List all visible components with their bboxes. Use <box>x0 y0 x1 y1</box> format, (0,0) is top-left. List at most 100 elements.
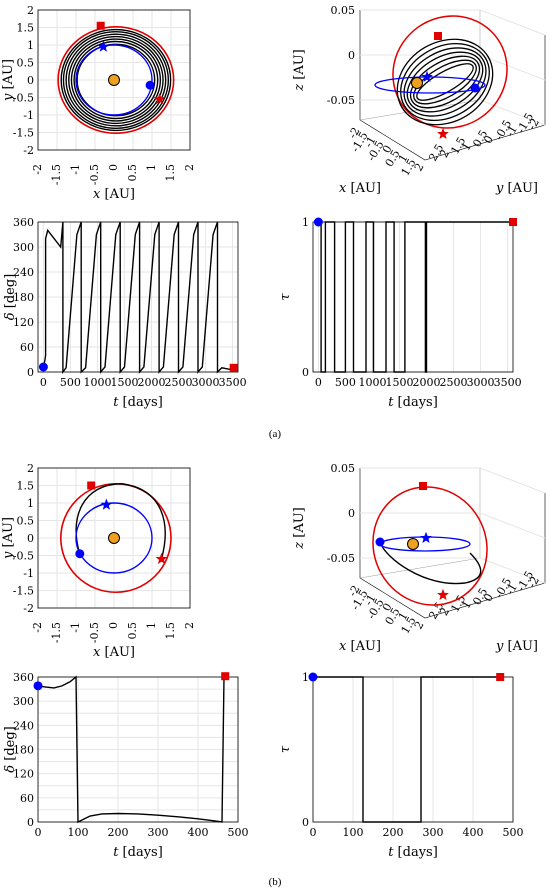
a-orbit-xy-plot: -2 -1.5 -1 -0.5 0 0.5 1 1.5 2 2 1.5 1 0.5 0 -0.5 -1 -1.5… <box>1 4 196 202</box>
series-line <box>42 221 235 375</box>
y-tick-label: -1.5 <box>13 127 34 140</box>
x-axis-label: t [days] <box>113 845 163 860</box>
x-tick-label: 2500 <box>165 376 193 389</box>
x-tick-label: 3500 <box>494 376 522 389</box>
axes-box <box>360 467 546 584</box>
x-tick-label: -1 <box>69 622 82 633</box>
plot-frame <box>37 9 191 151</box>
y-tick-label: 60 <box>20 341 34 354</box>
target-star-marker <box>153 93 166 105</box>
x-tick-label: 0 <box>107 164 120 171</box>
y-tick-label: -1 <box>23 567 34 580</box>
x-tick-label: 2000 <box>413 376 441 389</box>
y-tick-label: 2 <box>27 4 34 17</box>
x-tick-label: 1500 <box>385 376 413 389</box>
b-orbit-xy-plot: -2 -1.5 -1 -0.5 0 0.5 1 1.5 2 2 1.5 1 0.5 0 -0.5 -1 -1.5… <box>1 462 196 660</box>
y-tick-label: -2 <box>23 144 34 157</box>
y-tick-label: 1 <box>302 671 309 684</box>
trajectory-loop <box>409 55 481 109</box>
b-tau-plot: 0 100 200 300 400 500 0 1 t [days] τ <box>278 671 524 860</box>
earth-orbit <box>75 44 153 116</box>
x-tick-label: 0 <box>35 826 42 839</box>
x-axis-label: t [days] <box>388 395 438 410</box>
x-tick-label: 3000 <box>192 376 220 389</box>
end-marker <box>496 673 505 681</box>
trajectory-loop <box>76 43 156 117</box>
earth-orbit <box>75 502 153 574</box>
x-tick-label: -1.5 <box>50 164 63 185</box>
end-marker <box>434 32 442 40</box>
x-tick-label: 2 <box>412 619 427 632</box>
trajectory-loop <box>416 63 474 101</box>
trajectory <box>75 483 166 560</box>
end-marker <box>87 481 96 490</box>
y-tick-label: 2 <box>27 462 34 475</box>
end-marker <box>419 482 427 490</box>
a-tau-plot: 0 500 1000 1500 2000 2500 3000 3500 0 1 t [days] τ <box>278 216 522 410</box>
x-tick-label: 2500 <box>440 376 468 389</box>
earth-star-marker <box>421 70 433 82</box>
z-tick-label: 0.05 <box>331 4 356 17</box>
x-axis-label: x [AU] <box>339 639 381 654</box>
series-line <box>318 221 513 373</box>
y-axis-label: δ [deg] <box>3 274 18 320</box>
x-tick-label: 300 <box>148 826 169 839</box>
y-tick-label: 360 <box>13 671 34 684</box>
z-tick-label: 0.05 <box>331 462 356 475</box>
z-tick-label: 0 <box>348 507 355 520</box>
start-marker <box>38 362 48 372</box>
a-orbit-3d-plot: 0.050-0.05-2-1.5-1-0.500.511.522.521.510… <box>292 4 546 196</box>
plot-frame <box>37 676 239 823</box>
y-tick-label: 300 <box>13 241 34 254</box>
y-tick-label: 1 <box>27 497 34 510</box>
earth-star-marker <box>420 531 432 543</box>
y-axis-label: τ <box>278 293 293 301</box>
start-marker <box>308 672 318 682</box>
x-tick-label: 500 <box>503 826 524 839</box>
x-tick-label: 500 <box>228 826 249 839</box>
y-tick-label: 1 <box>302 216 309 229</box>
trajectory-loop <box>396 38 494 126</box>
target-orbit <box>372 486 488 606</box>
x-tick-label: 0 <box>107 622 120 629</box>
y-tick-label: 120 <box>13 316 34 329</box>
x-axis-label: t [days] <box>388 845 438 860</box>
x-tick-label: -2 <box>31 622 44 633</box>
x-tick-label: 3500 <box>219 376 247 389</box>
x-tick-label: 300 <box>423 826 444 839</box>
x-axis-label: x [AU] <box>93 645 135 660</box>
z-tick-label: 0 <box>348 49 355 62</box>
trajectory-loop <box>403 47 487 117</box>
trajectory <box>379 541 482 585</box>
plot-area <box>313 222 513 372</box>
grid-line <box>479 512 546 539</box>
trajectory-loop <box>68 35 164 125</box>
grid-line <box>479 9 546 36</box>
trajectory-loop <box>406 51 484 113</box>
axes-box <box>359 557 481 579</box>
start-marker <box>375 537 385 547</box>
axes-box <box>359 468 546 619</box>
x-tick-label: -1.5 <box>50 622 63 643</box>
y-tick-label: 0 <box>27 532 34 545</box>
y-tick-label: -0.5 <box>13 550 34 563</box>
x-tick-label: 500 <box>335 376 356 389</box>
x-tick-label: 2 <box>183 164 196 171</box>
y-tick-label: 300 <box>13 695 34 708</box>
series-line <box>313 676 501 823</box>
x-tick-label: 1.5 <box>164 622 177 640</box>
y-tick-label: 120 <box>13 768 34 781</box>
x-tick-label: 2000 <box>138 376 166 389</box>
grid-line <box>479 557 546 584</box>
b-orbit-3d-plot: 0.050-0.05-2-1.5-1-0.500.511.522.521.510… <box>292 462 546 654</box>
x-tick-label: -1 <box>69 164 82 175</box>
target-orbit <box>392 15 508 129</box>
x-tick-label: 1.5 <box>164 164 177 182</box>
grid-line <box>479 467 546 494</box>
caption-b: (b) <box>268 876 282 888</box>
x-tick-label: 0 <box>40 376 47 389</box>
y-tick-label: -1 <box>23 109 34 122</box>
x-tick-label: 0 <box>310 826 317 839</box>
y-axis-label: y [AU] <box>495 181 538 196</box>
z-tick-label: -0.05 <box>327 552 355 565</box>
